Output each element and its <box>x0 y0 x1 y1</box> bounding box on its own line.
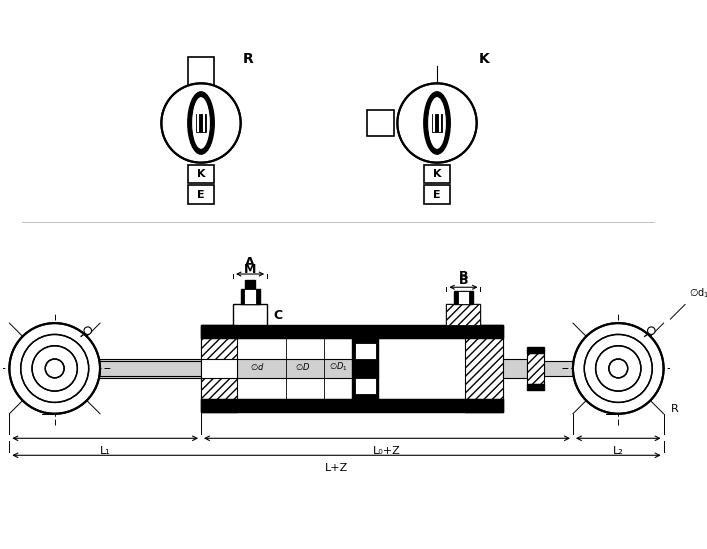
Text: K: K <box>433 169 441 179</box>
Text: L₂: L₂ <box>613 446 624 456</box>
Circle shape <box>32 346 77 391</box>
Bar <box>355 378 375 394</box>
Text: H₂: H₂ <box>28 386 40 396</box>
Text: $\emptyset$d: $\emptyset$d <box>250 361 265 372</box>
Bar <box>201 399 237 412</box>
Bar <box>544 361 577 376</box>
Circle shape <box>84 327 91 334</box>
Bar <box>352 338 378 399</box>
Text: C: C <box>274 309 283 322</box>
Text: K: K <box>197 169 205 179</box>
Bar <box>188 186 214 204</box>
Ellipse shape <box>192 97 211 149</box>
Bar <box>201 325 237 338</box>
Bar <box>188 165 214 183</box>
Bar <box>355 343 375 359</box>
Text: $\varnothing$d$_1$: $\varnothing$d$_1$ <box>689 287 707 300</box>
Ellipse shape <box>423 92 450 154</box>
Text: A: A <box>245 256 255 270</box>
Text: L+Z: L+Z <box>325 463 348 473</box>
Bar <box>527 354 544 384</box>
Text: L₀+Z: L₀+Z <box>373 446 401 456</box>
Text: B: B <box>459 274 468 287</box>
Circle shape <box>161 83 240 163</box>
Bar <box>201 399 503 412</box>
Text: B: B <box>459 270 468 283</box>
Circle shape <box>584 334 653 402</box>
Bar <box>527 347 544 354</box>
Circle shape <box>9 323 100 414</box>
Bar <box>197 114 206 132</box>
Text: L₁: L₁ <box>100 446 110 456</box>
Text: $\emptyset$D$_1$: $\emptyset$D$_1$ <box>329 360 349 373</box>
Circle shape <box>21 334 88 402</box>
Bar <box>201 338 237 399</box>
Bar <box>465 338 503 399</box>
Bar <box>527 384 544 390</box>
Bar <box>201 325 503 338</box>
Text: H₂: H₂ <box>592 386 603 396</box>
Bar <box>98 361 205 376</box>
Bar <box>503 359 527 378</box>
Bar <box>446 304 481 325</box>
Bar <box>423 186 450 204</box>
Text: K: K <box>479 52 490 66</box>
Bar <box>245 289 256 304</box>
Bar <box>367 110 394 136</box>
Bar <box>454 291 473 304</box>
Bar <box>465 399 503 412</box>
Bar <box>188 57 214 85</box>
Circle shape <box>45 359 64 378</box>
Text: E: E <box>433 190 441 200</box>
Circle shape <box>397 83 477 163</box>
Ellipse shape <box>188 92 214 154</box>
Bar <box>432 114 442 132</box>
Text: R: R <box>243 52 254 66</box>
Circle shape <box>595 346 641 391</box>
Text: E: E <box>197 190 205 200</box>
Bar <box>465 325 503 338</box>
Circle shape <box>648 327 655 334</box>
Text: R: R <box>671 404 679 414</box>
Bar <box>458 291 469 304</box>
Circle shape <box>573 323 664 414</box>
Bar <box>233 304 267 325</box>
Circle shape <box>609 359 628 378</box>
Bar <box>201 359 237 378</box>
Text: $\emptyset$D: $\emptyset$D <box>296 361 310 372</box>
Bar <box>245 279 255 289</box>
Bar <box>240 289 259 304</box>
Ellipse shape <box>428 97 446 149</box>
Text: M: M <box>244 263 257 276</box>
Bar <box>423 165 450 183</box>
Bar <box>201 338 503 399</box>
Bar <box>446 304 481 325</box>
Bar <box>95 359 378 378</box>
